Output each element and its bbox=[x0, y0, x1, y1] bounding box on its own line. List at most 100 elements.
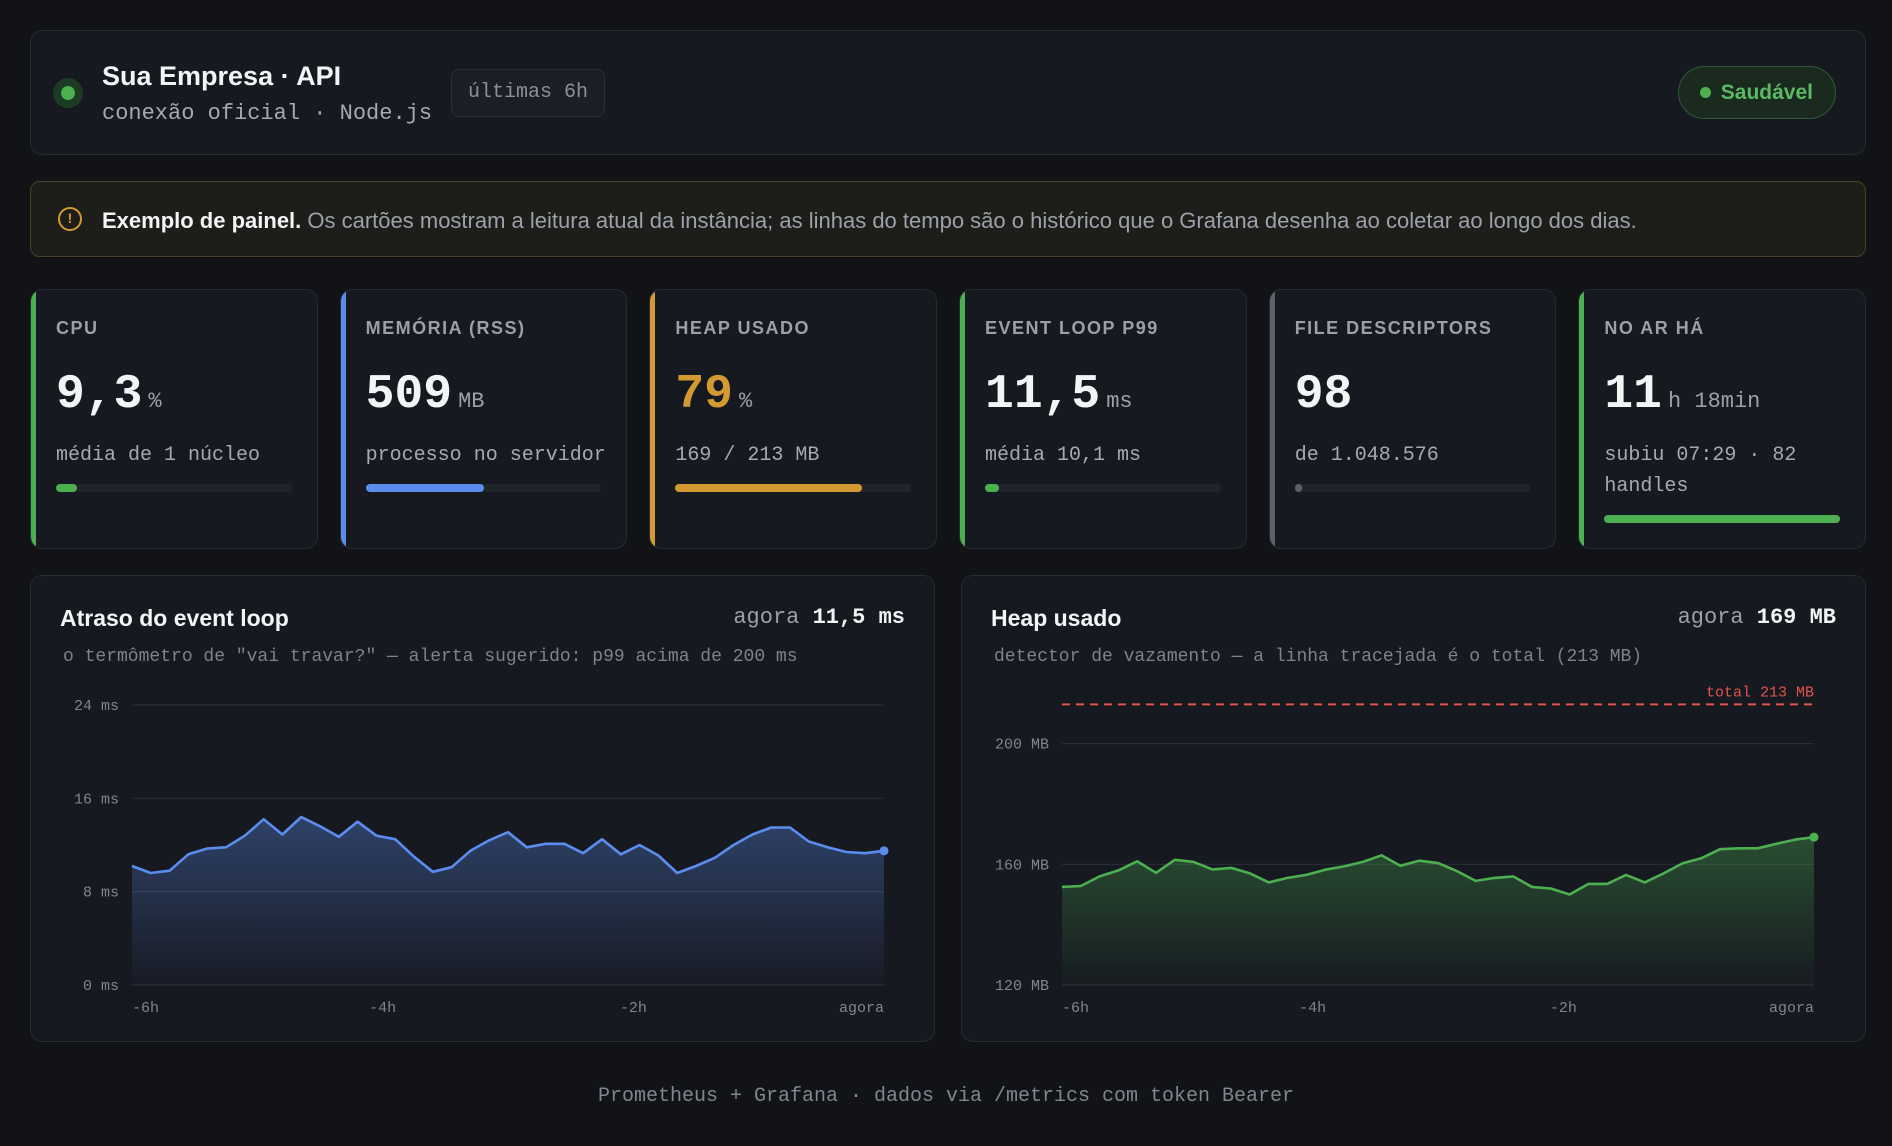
chart-subtitle: o termômetro de "vai travar?" — alerta s… bbox=[63, 647, 798, 667]
event-loop-chart-card: 0 ms 8 ms 16 ms 24 ms -6h -4h -2h agora Atraso … bbox=[30, 575, 935, 1042]
stat-accent-bar bbox=[1269, 290, 1275, 548]
banner-bold: Exemplo de painel. bbox=[102, 208, 302, 233]
stat-label: MEMÓRIA (RSS) bbox=[365, 318, 526, 338]
series-area bbox=[132, 817, 884, 985]
y-tick-label: 0 ms bbox=[83, 978, 119, 995]
y-tick-label: 120 MB bbox=[995, 978, 1049, 995]
stat-accent-bar bbox=[31, 290, 36, 548]
y-tick-label: 160 MB bbox=[995, 857, 1049, 874]
stat-number: 11,5 bbox=[985, 368, 1101, 422]
x-tick-label: agora bbox=[839, 1000, 884, 1017]
now-value: 11,5 ms bbox=[812, 605, 905, 630]
stat-detail: de 1.048.576 bbox=[1294, 444, 1439, 467]
banner-text: Exemplo de painel. Os cartões mostram a … bbox=[102, 208, 1637, 234]
x-tick-label: -6h bbox=[1062, 1000, 1089, 1017]
stat-progress-fill bbox=[1604, 515, 1841, 523]
stat-progress-track bbox=[1294, 484, 1531, 492]
now-label: agora bbox=[1677, 605, 1744, 630]
app-header: Sua Empresa · API conexão oficial · Node… bbox=[30, 30, 1866, 155]
footer-text: Prometheus + Grafana · dados via /metric… bbox=[597, 1085, 1295, 1108]
stat-progress-fill bbox=[56, 484, 78, 492]
stat-accent-bar bbox=[340, 290, 346, 548]
current-value-point bbox=[1809, 832, 1819, 842]
stat-number: 11 bbox=[1604, 368, 1662, 422]
stat-unit: % bbox=[148, 389, 162, 414]
stat-label: EVENT LOOP P99 bbox=[985, 318, 1159, 338]
time-range-button[interactable]: últimas 6h bbox=[451, 69, 606, 117]
x-tick-label: agora bbox=[1769, 1000, 1814, 1017]
stat-cards: CPU 9,3% média de 1 núcleo MEMÓRIA (RSS) 509… bbox=[30, 289, 1867, 549]
stat-number: 98 bbox=[1294, 368, 1353, 422]
x-tick-label: -2h bbox=[620, 1000, 647, 1017]
chart-title: Atraso do event loop bbox=[60, 605, 289, 631]
heap-chart-card: 120 MB 160 MB 200 MB total 213 MB -6h -4h -2h a… bbox=[961, 575, 1866, 1042]
stat-label: HEAP USADO bbox=[675, 318, 811, 338]
stat-card: NO AR HÁ 11 h 18min subiu 07:29 · 82 handle… bbox=[1578, 289, 1867, 549]
stat-detail: 169 / 213 MB bbox=[675, 444, 820, 467]
alert-circle-icon: ! bbox=[58, 207, 82, 231]
chart-subtitle: detector de vazamento — a linha tracejad… bbox=[994, 647, 1643, 667]
stat-label: CPU bbox=[56, 318, 99, 338]
y-tick-label: 8 ms bbox=[83, 885, 119, 902]
stat-card: MEMÓRIA (RSS) 509 MB processo no servidor bbox=[339, 289, 628, 549]
heap-chart: 120 MB 160 MB 200 MB total 213 MB -6h -4h -2h a… bbox=[995, 684, 1819, 1017]
stat-accent-bar bbox=[960, 290, 966, 548]
event-loop-chart: 0 ms 8 ms 16 ms 24 ms -6h -4h -2h agora bbox=[74, 698, 889, 1017]
stat-progress-track bbox=[56, 484, 292, 492]
series-line bbox=[131, 815, 885, 875]
stat-detail: média 10,1 ms bbox=[985, 444, 1142, 467]
current-value-point bbox=[879, 846, 889, 856]
stat-unit: ms bbox=[1106, 389, 1133, 414]
now-value: 169 MB bbox=[1756, 605, 1836, 630]
health-status-badge: Saudável bbox=[1677, 66, 1836, 119]
stat-progress-fill bbox=[675, 484, 862, 492]
banner-body: Os cartões mostram a leitura atual da in… bbox=[301, 208, 1637, 233]
stat-progress-track bbox=[985, 484, 1221, 492]
stat-progress-track bbox=[1604, 515, 1841, 523]
app-title: Sua Empresa · API bbox=[102, 61, 342, 91]
stat-accent-bar bbox=[1579, 290, 1585, 548]
stat-accent-bar bbox=[650, 290, 656, 548]
stat-unit: % bbox=[738, 389, 753, 414]
chart-now-value: agora 169 MB bbox=[1678, 605, 1836, 630]
stat-card: CPU 9,3% média de 1 núcleo bbox=[30, 289, 318, 549]
now-label: agora bbox=[733, 605, 800, 630]
stat-value: 79% bbox=[675, 368, 752, 422]
stat-card: HEAP USADO 79% 169 / 213 MB bbox=[649, 289, 938, 549]
stat-progress-track bbox=[675, 484, 912, 492]
info-banner: ! Exemplo de painel. Os cartões mostram … bbox=[30, 181, 1866, 257]
series-line bbox=[1061, 835, 1815, 896]
stat-detail: subiu 07:29 · 82 handles bbox=[1604, 444, 1797, 498]
stat-number: 79 bbox=[675, 368, 733, 422]
stat-value: 9,3% bbox=[56, 368, 162, 422]
reference-line-label: total 213 MB bbox=[1706, 684, 1814, 701]
stat-card: FILE DESCRIPTORS 98 de 1.048.576 bbox=[1268, 289, 1557, 549]
chart-title: Heap usado bbox=[991, 605, 1122, 631]
chart-now-value: agora 11,5 ms bbox=[733, 605, 905, 630]
y-tick-label: 16 ms bbox=[74, 791, 119, 808]
stat-progress-fill bbox=[1294, 484, 1302, 492]
stat-unit: h 18min bbox=[1667, 389, 1761, 414]
app-subtitle: conexão oficial · Node.js bbox=[102, 101, 433, 126]
stat-value: 11,5 ms bbox=[985, 368, 1133, 422]
stat-detail: média de 1 núcleo bbox=[56, 444, 261, 467]
stat-value: 98 bbox=[1295, 368, 1359, 422]
stat-label: FILE DESCRIPTORS bbox=[1294, 318, 1493, 338]
y-tick-label: 200 MB bbox=[995, 737, 1049, 754]
stat-value: 11 h 18min bbox=[1604, 368, 1760, 422]
status-dot-icon bbox=[53, 78, 83, 108]
stat-progress-fill bbox=[985, 484, 1000, 492]
stat-progress-fill bbox=[365, 484, 484, 492]
stat-progress-track bbox=[365, 484, 602, 492]
stat-unit: MB bbox=[458, 389, 485, 414]
x-tick-label: -4h bbox=[1299, 1000, 1326, 1017]
stat-card: EVENT LOOP P99 11,5 ms média 10,1 ms bbox=[959, 289, 1247, 549]
stat-number: 9,3 bbox=[56, 368, 143, 422]
x-tick-label: -4h bbox=[369, 1000, 396, 1017]
stat-number: 509 bbox=[365, 368, 453, 422]
stat-label: NO AR HÁ bbox=[1604, 318, 1705, 338]
x-tick-label: -2h bbox=[1550, 1000, 1577, 1017]
stat-value: 509 MB bbox=[366, 368, 485, 422]
y-tick-label: 24 ms bbox=[74, 698, 119, 715]
stat-detail: processo no servidor bbox=[365, 444, 606, 467]
